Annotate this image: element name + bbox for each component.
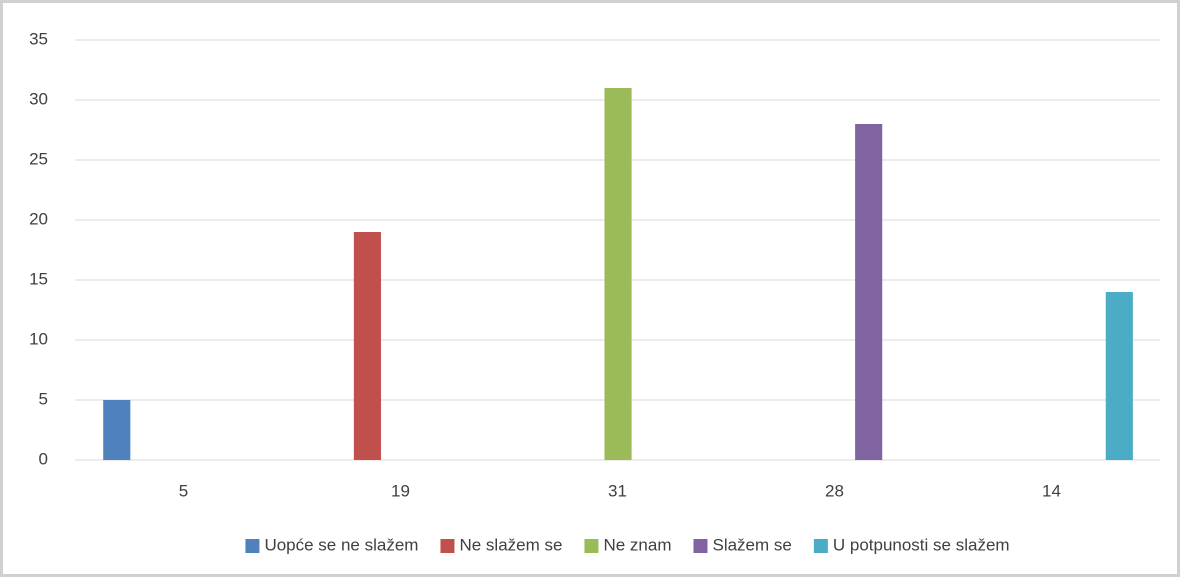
y-tick-label: 5 <box>39 389 48 408</box>
x-tick-label: 28 <box>825 481 844 500</box>
bar <box>353 232 381 460</box>
legend-label: Ne znam <box>603 535 671 554</box>
x-tick-label: 5 <box>179 481 188 500</box>
bar <box>103 400 131 460</box>
bar <box>855 124 883 460</box>
y-tick-label: 25 <box>29 149 48 168</box>
legend-label: Slažem se <box>712 535 791 554</box>
legend-swatch <box>245 539 260 553</box>
y-tick-label: 10 <box>29 329 48 348</box>
bar <box>604 88 632 460</box>
y-tick-label: 20 <box>29 209 48 228</box>
y-tick-label: 30 <box>29 89 48 108</box>
legend-label: Ne slažem se <box>459 535 562 554</box>
y-tick-label: 0 <box>39 449 48 468</box>
legend-swatch <box>440 539 455 553</box>
legend-label: Uopće se ne slažem <box>264 535 418 554</box>
y-tick-label: 15 <box>29 269 48 288</box>
x-tick-label: 14 <box>1042 481 1061 500</box>
legend-swatch <box>693 539 708 553</box>
x-tick-label: 19 <box>391 481 410 500</box>
legend-swatch <box>584 539 599 553</box>
x-tick-label: 31 <box>608 481 627 500</box>
legend-label: U potpunosti se slažem <box>833 535 1010 554</box>
bar <box>1105 292 1133 460</box>
legend-swatch <box>813 539 828 553</box>
y-tick-label: 35 <box>29 29 48 48</box>
